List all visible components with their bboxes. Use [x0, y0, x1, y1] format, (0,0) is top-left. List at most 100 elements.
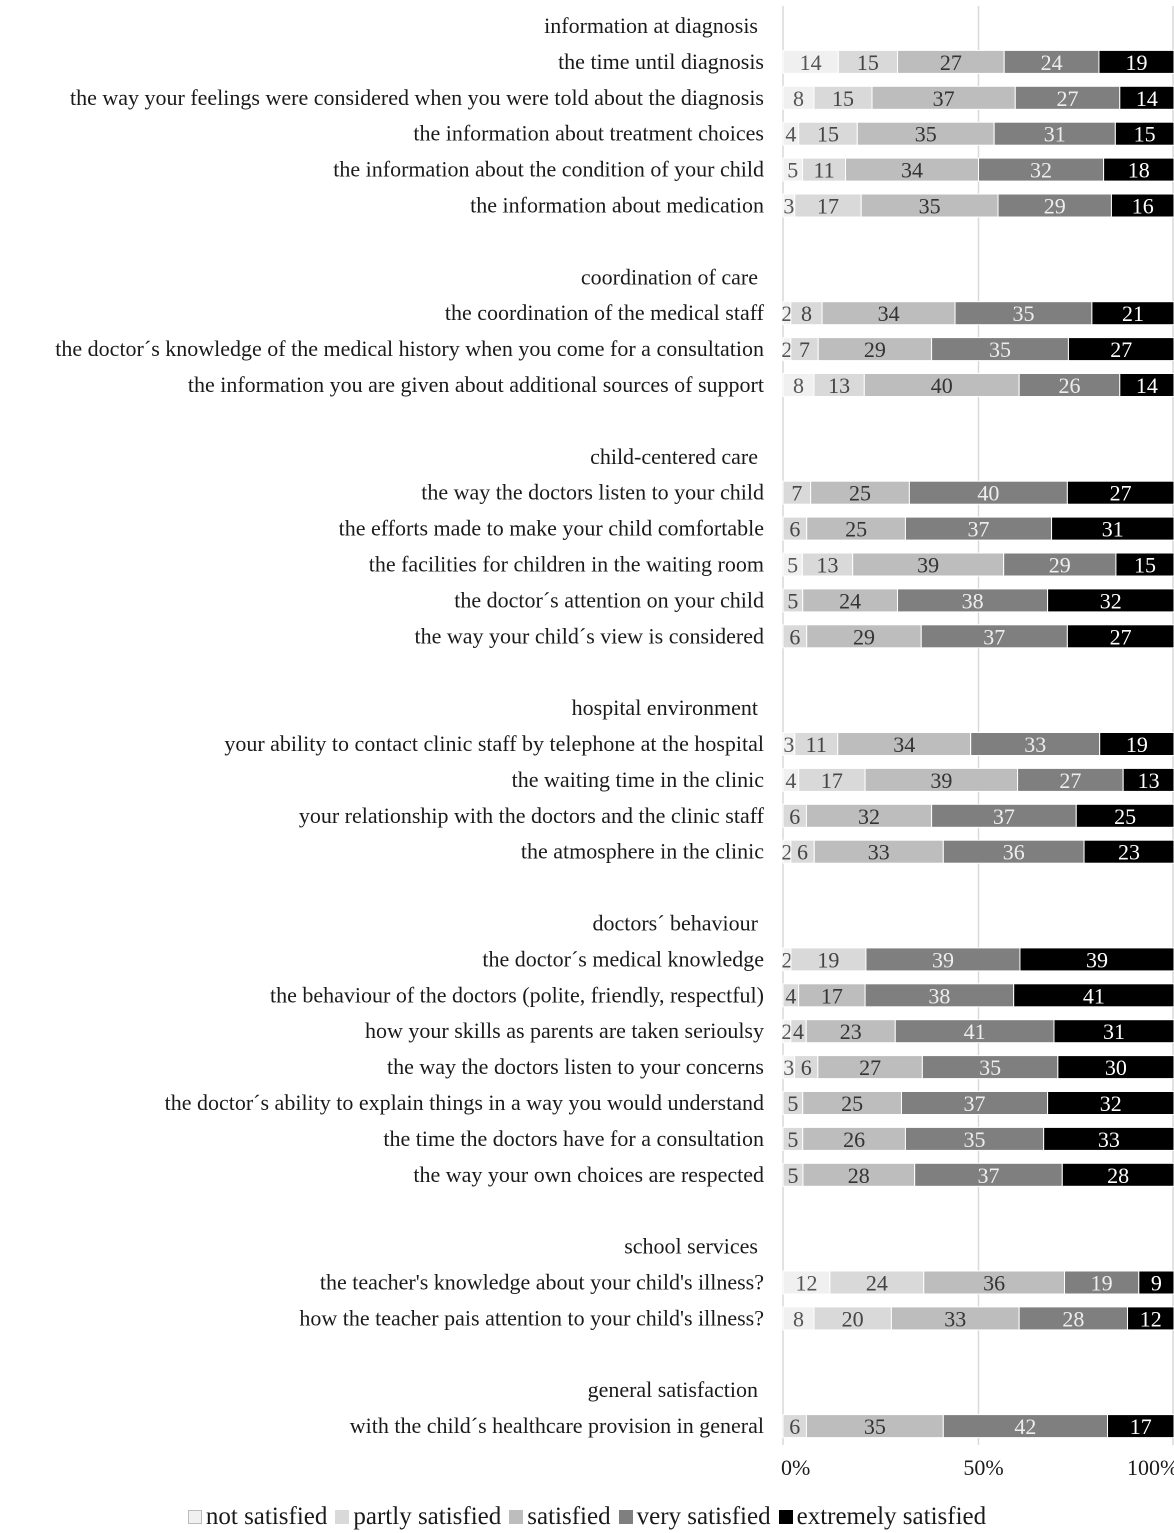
data-label: 20: [842, 1306, 864, 1331]
data-label: 37: [983, 624, 1005, 649]
category-label: the information about the condition of y…: [333, 157, 764, 182]
data-label: 30: [1105, 1055, 1127, 1080]
data-label: 19: [1091, 1271, 1113, 1296]
data-label: 2: [781, 1019, 792, 1044]
legend-label: very satisfied: [636, 1503, 771, 1530]
data-label: 25: [845, 517, 867, 542]
chart-legend: not satisfied partly satisfied satisfied ve…: [0, 1502, 1174, 1532]
data-label: 11: [813, 158, 834, 183]
data-label: 40: [977, 481, 999, 506]
data-label: 27: [1110, 624, 1132, 649]
category-label: the way your feelings were considered wh…: [70, 85, 764, 110]
legend-item: not satisfied: [187, 1503, 327, 1531]
bar-segment: [1019, 947, 1174, 972]
data-label: 29: [853, 624, 875, 649]
data-label: 8: [793, 1306, 804, 1331]
legend-item: satisfied: [509, 1503, 611, 1531]
data-label: 37: [993, 804, 1015, 829]
data-label: 15: [1134, 553, 1156, 578]
data-label: 13: [828, 373, 850, 398]
data-label: 34: [878, 301, 900, 326]
data-label: 28: [1062, 1306, 1084, 1331]
data-label: 41: [1083, 983, 1105, 1008]
data-label: 25: [1114, 804, 1136, 829]
data-label: 25: [849, 481, 871, 506]
category-label: the information about medication: [470, 193, 764, 218]
x-tick-label: 0%: [781, 1455, 810, 1480]
data-label: 16: [1132, 194, 1154, 219]
data-label: 17: [821, 768, 843, 793]
data-label: 19: [817, 947, 839, 972]
data-label: 35: [864, 1414, 886, 1439]
data-label: 24: [1041, 50, 1063, 75]
data-label: 4: [785, 768, 796, 793]
data-label: 2: [781, 301, 792, 326]
data-label: 32: [1030, 158, 1052, 183]
data-label: 2: [781, 840, 792, 865]
group-title: coordination of care: [581, 264, 758, 289]
data-label: 4: [785, 122, 796, 147]
data-label: 15: [1134, 122, 1156, 147]
data-label: 31: [1102, 517, 1124, 542]
category-label: with the child´s healthcare provision in…: [350, 1413, 764, 1438]
data-label: 42: [1014, 1414, 1036, 1439]
data-label: 39: [930, 768, 952, 793]
data-label: 33: [868, 840, 890, 865]
data-label: 27: [1057, 86, 1079, 111]
data-label: 27: [859, 1055, 881, 1080]
data-label: 24: [839, 588, 861, 613]
data-label: 33: [944, 1306, 966, 1331]
data-label: 15: [832, 86, 854, 111]
data-label: 15: [857, 50, 879, 75]
data-label: 26: [1058, 373, 1080, 398]
category-label: the doctor´s medical knowledge: [482, 946, 764, 971]
bar-segment: [1075, 803, 1174, 828]
data-label: 28: [1107, 1163, 1129, 1188]
bar-segment: [1051, 516, 1174, 541]
data-label: 14: [1136, 373, 1158, 398]
category-label: your relationship with the doctors and t…: [299, 803, 765, 828]
data-label: 28: [848, 1163, 870, 1188]
data-label: 5: [787, 1091, 798, 1116]
data-label: 17: [821, 983, 843, 1008]
data-label: 32: [858, 804, 880, 829]
data-label: 40: [931, 373, 953, 398]
data-label: 39: [1086, 947, 1108, 972]
bar-segment: [1119, 85, 1174, 110]
data-label: 12: [1140, 1306, 1162, 1331]
legend-label: partly satisfied: [353, 1503, 502, 1530]
data-label: 35: [1012, 301, 1034, 326]
data-label: 18: [1128, 158, 1150, 183]
data-label: 6: [797, 840, 808, 865]
category-label: the coordination of the medical staff: [445, 300, 765, 325]
data-label: 5: [787, 1127, 798, 1152]
group-title: hospital environment: [572, 695, 758, 720]
data-label: 11: [806, 732, 827, 757]
data-label: 35: [979, 1055, 1001, 1080]
bar-segment: [1066, 624, 1174, 649]
category-label: the way the doctors listen to your conce…: [387, 1054, 764, 1079]
category-label: the doctor´s attention on your child: [454, 587, 764, 612]
category-label: the information about treatment choices: [413, 121, 764, 146]
data-label: 35: [919, 194, 941, 219]
data-label: 4: [785, 983, 796, 1008]
category-label: the way your own choices are respected: [413, 1162, 764, 1187]
legend-swatch: [618, 1510, 633, 1524]
data-label: 19: [1126, 732, 1148, 757]
data-label: 9: [1151, 1271, 1162, 1296]
data-label: 2: [781, 337, 792, 362]
data-label: 15: [817, 122, 839, 147]
data-label: 27: [940, 50, 962, 75]
category-label: your ability to contact clinic staff by …: [224, 731, 764, 756]
data-label: 17: [1130, 1414, 1152, 1439]
category-label: the behaviour of the doctors (polite, fr…: [270, 982, 764, 1007]
data-label: 33: [1024, 732, 1046, 757]
data-label: 31: [1044, 122, 1066, 147]
data-label: 6: [789, 1414, 800, 1439]
bar-segment: [1091, 301, 1174, 326]
data-label: 5: [787, 1163, 798, 1188]
data-label: 3: [783, 194, 794, 219]
data-label: 23: [1118, 840, 1140, 865]
data-label: 8: [793, 86, 804, 111]
